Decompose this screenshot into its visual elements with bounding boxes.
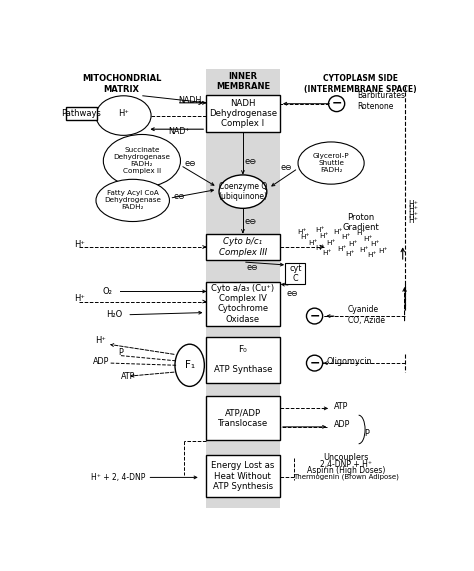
Ellipse shape [96,179,170,222]
Text: H⁺: H⁺ [408,205,418,214]
Text: H⁺: H⁺ [345,251,354,257]
Text: Thermogenin (Brown Adipose): Thermogenin (Brown Adipose) [293,473,399,480]
Text: F₁: F₁ [184,360,195,371]
Text: Barbiturates
Rotenone: Barbiturates Rotenone [357,91,405,111]
Text: e⊖: e⊖ [281,163,292,172]
Text: H⁺: H⁺ [315,227,325,234]
Text: H⁺: H⁺ [337,246,347,252]
Ellipse shape [175,344,204,387]
Text: Fatty Acyl CoA
Dehydrogenase
FADH₂: Fatty Acyl CoA Dehydrogenase FADH₂ [104,190,161,211]
Text: Cyto b/c₁
Complex III: Cyto b/c₁ Complex III [219,238,267,257]
Text: H⁺: H⁺ [323,250,332,256]
Text: F₀: F₀ [238,345,247,353]
Text: H⁺: H⁺ [297,229,306,235]
Text: H₂O: H₂O [106,310,122,319]
Bar [285,263,305,284]
Text: H⁺: H⁺ [315,245,325,251]
Text: H⁺: H⁺ [118,109,129,118]
Text: e⊖: e⊖ [246,263,258,272]
Text: INNER
MEMBRANE: INNER MEMBRANE [216,72,270,91]
Ellipse shape [307,308,323,324]
Text: MITOCHONDRIAL
MATRIX: MITOCHONDRIAL MATRIX [82,74,161,94]
Text: H⁺: H⁺ [408,211,418,220]
Text: H⁺: H⁺ [371,242,380,247]
Text: e⊖: e⊖ [244,218,256,227]
Text: H⁺: H⁺ [378,248,387,254]
Text: Uncouplers: Uncouplers [323,453,368,462]
Text: H⁺: H⁺ [408,200,418,210]
Bar [206,95,280,132]
Text: Aspirin (High Doses): Aspirin (High Doses) [307,466,385,475]
Text: Pathways: Pathways [62,109,101,118]
Text: H⁺: H⁺ [74,295,85,303]
Text: Proton
Gradient: Proton Gradient [342,213,379,232]
Ellipse shape [328,96,345,111]
Text: H⁺: H⁺ [301,234,310,240]
Text: CYTOPLASM SIDE
(INTERMEMBRANE SPACE): CYTOPLASM SIDE (INTERMEMBRANE SPACE) [304,74,417,94]
Text: ATP: ATP [334,401,348,411]
Text: H⁺: H⁺ [334,229,343,235]
Text: cyt
C: cyt C [289,264,301,283]
Bar [206,234,280,260]
Text: ADP: ADP [93,357,109,366]
Bar [206,456,280,497]
Text: NADH: NADH [178,96,201,104]
Text: ADP: ADP [334,420,350,429]
Text: Pᴵ: Pᴵ [118,348,124,357]
Text: Succinate
Dehydrogenase
FADH₂
Complex II: Succinate Dehydrogenase FADH₂ Complex II [113,147,171,174]
Text: e⊖: e⊖ [287,289,299,298]
Text: H⁺: H⁺ [367,252,376,258]
Text: −: − [331,96,342,109]
Text: −: − [310,356,320,369]
Text: ATP Synthase: ATP Synthase [214,365,272,375]
Text: H⁺: H⁺ [341,234,350,240]
Text: H⁺: H⁺ [359,247,369,252]
Text: H⁺: H⁺ [74,240,85,249]
Text: H⁺: H⁺ [363,236,373,242]
Text: H⁺ + 2, 4-DNP: H⁺ + 2, 4-DNP [91,473,145,482]
Text: Cyanide
CO, Azide: Cyanide CO, Azide [347,305,384,325]
Text: 2,4-DNP + H⁺: 2,4-DNP + H⁺ [320,460,372,469]
Ellipse shape [103,134,181,187]
Bar [206,69,280,508]
Ellipse shape [219,175,267,208]
Bar [206,282,280,325]
Bar [206,337,280,383]
Text: NAD⁺: NAD⁺ [168,127,190,136]
Text: O₂: O₂ [102,287,112,296]
Text: H⁺: H⁺ [408,216,418,225]
Text: H⁺: H⁺ [95,336,106,345]
Ellipse shape [298,142,364,184]
Text: Oligomycin: Oligomycin [326,357,372,366]
Text: H⁺: H⁺ [327,240,336,246]
Text: H⁺: H⁺ [308,240,318,246]
Text: Glycerol-P
Shuttle
FADH₂: Glycerol-P Shuttle FADH₂ [313,153,349,173]
Text: ATP: ATP [121,372,136,381]
Text: Energy Lost as
Heat Without
ATP Synthesis: Energy Lost as Heat Without ATP Synthesi… [211,461,274,491]
Text: H⁺: H⁺ [319,234,328,239]
Text: e⊖: e⊖ [184,159,196,167]
Ellipse shape [307,355,323,371]
Text: H⁺: H⁺ [356,230,365,236]
Text: e⊖: e⊖ [244,157,256,166]
Text: H⁺: H⁺ [348,240,358,247]
Text: ATP/ADP
Translocase: ATP/ADP Translocase [218,408,268,428]
Text: −: − [310,309,320,322]
Text: Coenzyme Q
(ubiquinone): Coenzyme Q (ubiquinone) [219,182,267,202]
Text: e⊖: e⊖ [173,191,185,200]
Bar [66,107,97,120]
Text: Pᴵ: Pᴵ [364,429,370,438]
Text: Cyto a/a₃ (Cu⁺)
Complex IV
Cytochrome
Oxidase: Cyto a/a₃ (Cu⁺) Complex IV Cytochrome Ox… [211,284,274,324]
Bar [206,396,280,440]
Text: NADH
Dehydrogenase
Complex I: NADH Dehydrogenase Complex I [209,99,277,128]
